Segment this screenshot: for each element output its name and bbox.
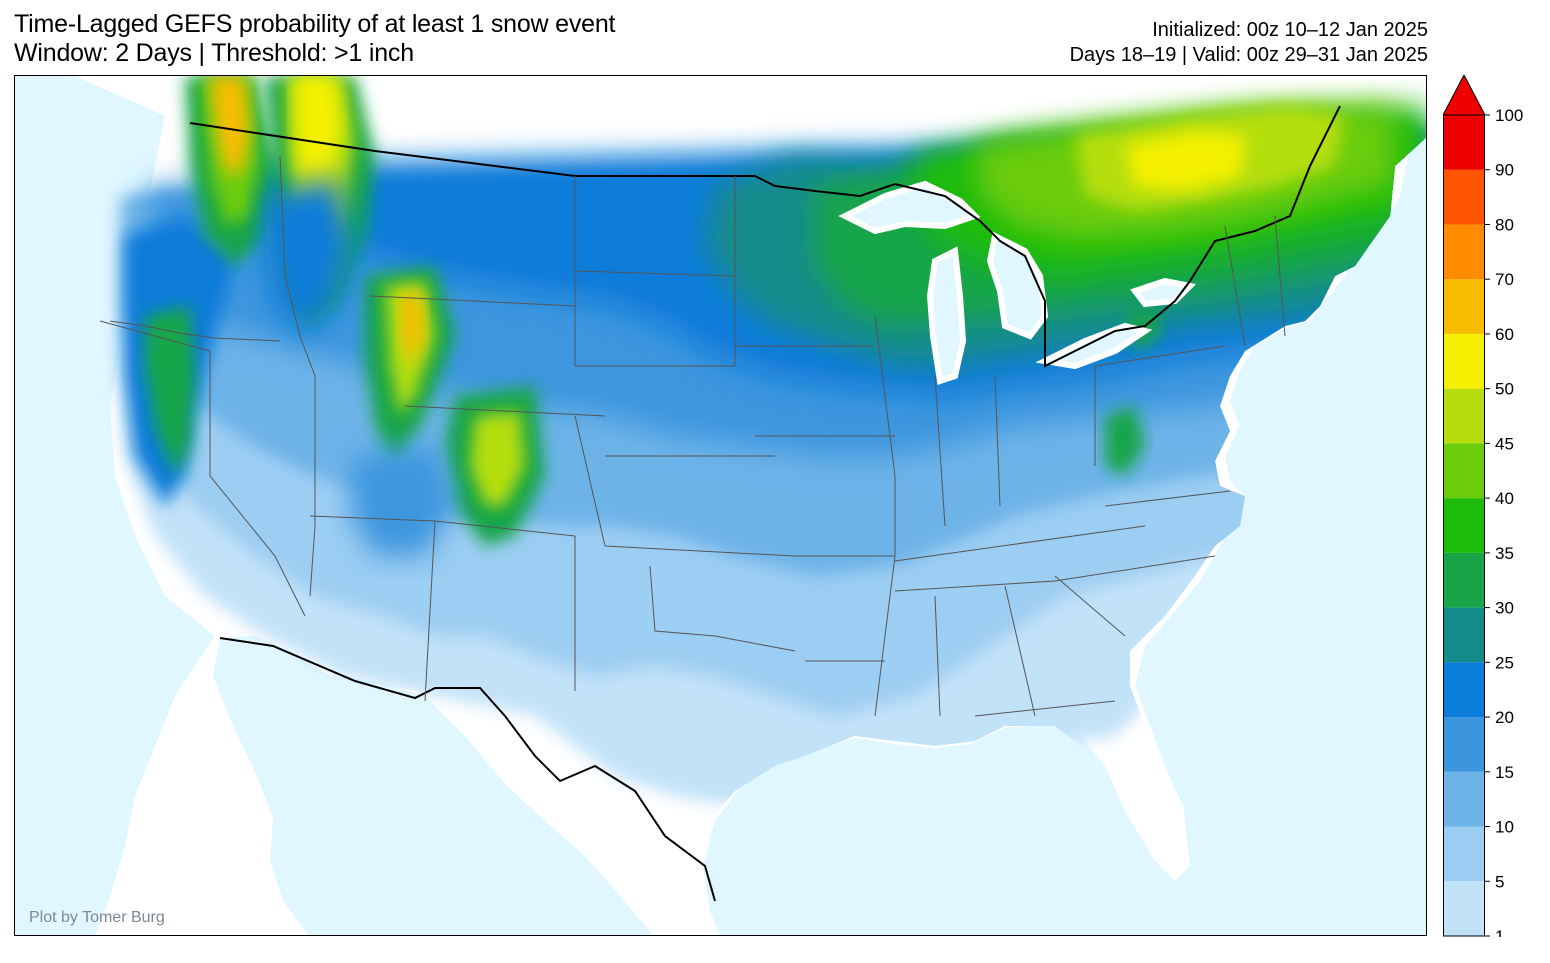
- border-nc-va: [1104, 490, 1231, 507]
- lake-erie: [1035, 322, 1153, 370]
- border-or-ca: [99, 320, 211, 352]
- colorbar-bin: [1443, 169, 1485, 225]
- colorbar-bin: [1443, 388, 1485, 444]
- border-ks-ok: [604, 545, 796, 557]
- colorbar-tick-label: 35: [1495, 544, 1514, 563]
- colorbar-bin: [1443, 552, 1485, 608]
- colorbar-tick-label: 60: [1495, 325, 1514, 344]
- probability-contour: [145, 306, 195, 476]
- colorbar-tick-label: 15: [1495, 763, 1514, 782]
- colorbar-tick-label: 50: [1495, 380, 1514, 399]
- us-canada-border: [189, 105, 1341, 368]
- border-ga-fl: [974, 700, 1116, 717]
- border-new-england: [1224, 215, 1286, 347]
- border-wy-co: [404, 405, 606, 417]
- run-info: Initialized: 00z 10–12 Jan 2025 Days 18–…: [1070, 18, 1428, 68]
- initialized-label: Initialized: 00z 10–12 Jan 2025: [1152, 19, 1428, 41]
- state-borders: [99, 155, 1286, 717]
- colorbar-bin: [1443, 881, 1485, 936]
- border-id-west: [279, 155, 316, 377]
- border-mississippi: [874, 315, 896, 717]
- colorbar-tick-label: 90: [1495, 161, 1514, 180]
- map-panel: Plot by Tomer Burg: [14, 75, 1427, 936]
- title-line-1: Time-Lagged GEFS probability of at least…: [14, 10, 616, 38]
- colorbar-bin: [1443, 498, 1485, 553]
- colorbar-bin: [1443, 443, 1485, 499]
- chart-title: Time-Lagged GEFS probability of at least…: [14, 10, 615, 68]
- probability-shading: [115, 76, 1426, 806]
- colorbar-tick-label: 10: [1495, 818, 1514, 837]
- probability-contour: [265, 176, 355, 336]
- colorbar-tick-label: 1: [1495, 927, 1504, 937]
- border-az-nm: [424, 520, 436, 702]
- colorbar-tick-label: 80: [1495, 215, 1514, 234]
- colorbar-bin: [1443, 717, 1485, 772]
- colorbar-bin: [1443, 333, 1485, 389]
- border-mt-wy: [369, 295, 576, 307]
- us-mexico-border: [219, 637, 716, 902]
- border-tn-south: [894, 555, 1216, 592]
- colorbar-tick-label: 100: [1495, 106, 1523, 125]
- lake-huron: [986, 231, 1049, 340]
- colorbar-tick-label: 30: [1495, 599, 1514, 618]
- border-il-in: [934, 375, 946, 527]
- colorbar-tick-label: 20: [1495, 708, 1514, 727]
- border-ms-al: [934, 595, 941, 717]
- colorbar-tick-label: 5: [1495, 872, 1504, 891]
- border-ca-nv: [209, 351, 306, 617]
- colorbar-extend-arrow: [1443, 75, 1486, 116]
- colorbar-bin: [1443, 826, 1485, 882]
- border-ga-sc: [1054, 575, 1126, 637]
- colorbar-tick-label: 40: [1495, 489, 1514, 508]
- probability-contour: [210, 76, 250, 176]
- valid-label: Days 18–19 | Valid: 00z 29–31 Jan 2025: [1069, 44, 1428, 66]
- border-nv-ut: [309, 376, 316, 597]
- colorbar-bin: [1443, 224, 1485, 280]
- country-borders: [189, 105, 1341, 902]
- probability-contour: [400, 291, 425, 366]
- colorbar-bin: [1443, 662, 1485, 718]
- colorbar-bin: [1443, 607, 1485, 663]
- border-ky-tn: [894, 525, 1146, 562]
- probability-contour: [350, 446, 455, 556]
- title-line-2: Window: 2 Days | Threshold: >1 inch: [14, 39, 414, 67]
- probability-contour: [1125, 131, 1245, 191]
- probability-contour: [470, 411, 525, 506]
- colorbar-tick-label: 70: [1495, 270, 1514, 289]
- colorbar-bin: [1443, 115, 1485, 170]
- colorbar-bin: [1443, 279, 1485, 334]
- colorbar-bin: [1443, 771, 1485, 827]
- colorbar-tick-label: 45: [1495, 434, 1514, 453]
- plot-credit: Plot by Tomer Burg: [29, 909, 165, 926]
- colorbar-outline: [1443, 114, 1485, 937]
- border-nd-sd: [574, 270, 736, 277]
- snow-probability-map: [15, 76, 1426, 935]
- lake-michigan: [926, 246, 967, 385]
- border-pa-ny: [1094, 345, 1226, 367]
- border-ok-tx: [649, 565, 796, 652]
- border-in-oh: [994, 375, 1001, 507]
- probability-contour: [1105, 406, 1145, 476]
- colorbar-tick-label: 25: [1495, 653, 1514, 672]
- border-co-ks: [574, 415, 606, 547]
- border-wa-or: [109, 320, 281, 342]
- border-al-ga: [1004, 585, 1036, 717]
